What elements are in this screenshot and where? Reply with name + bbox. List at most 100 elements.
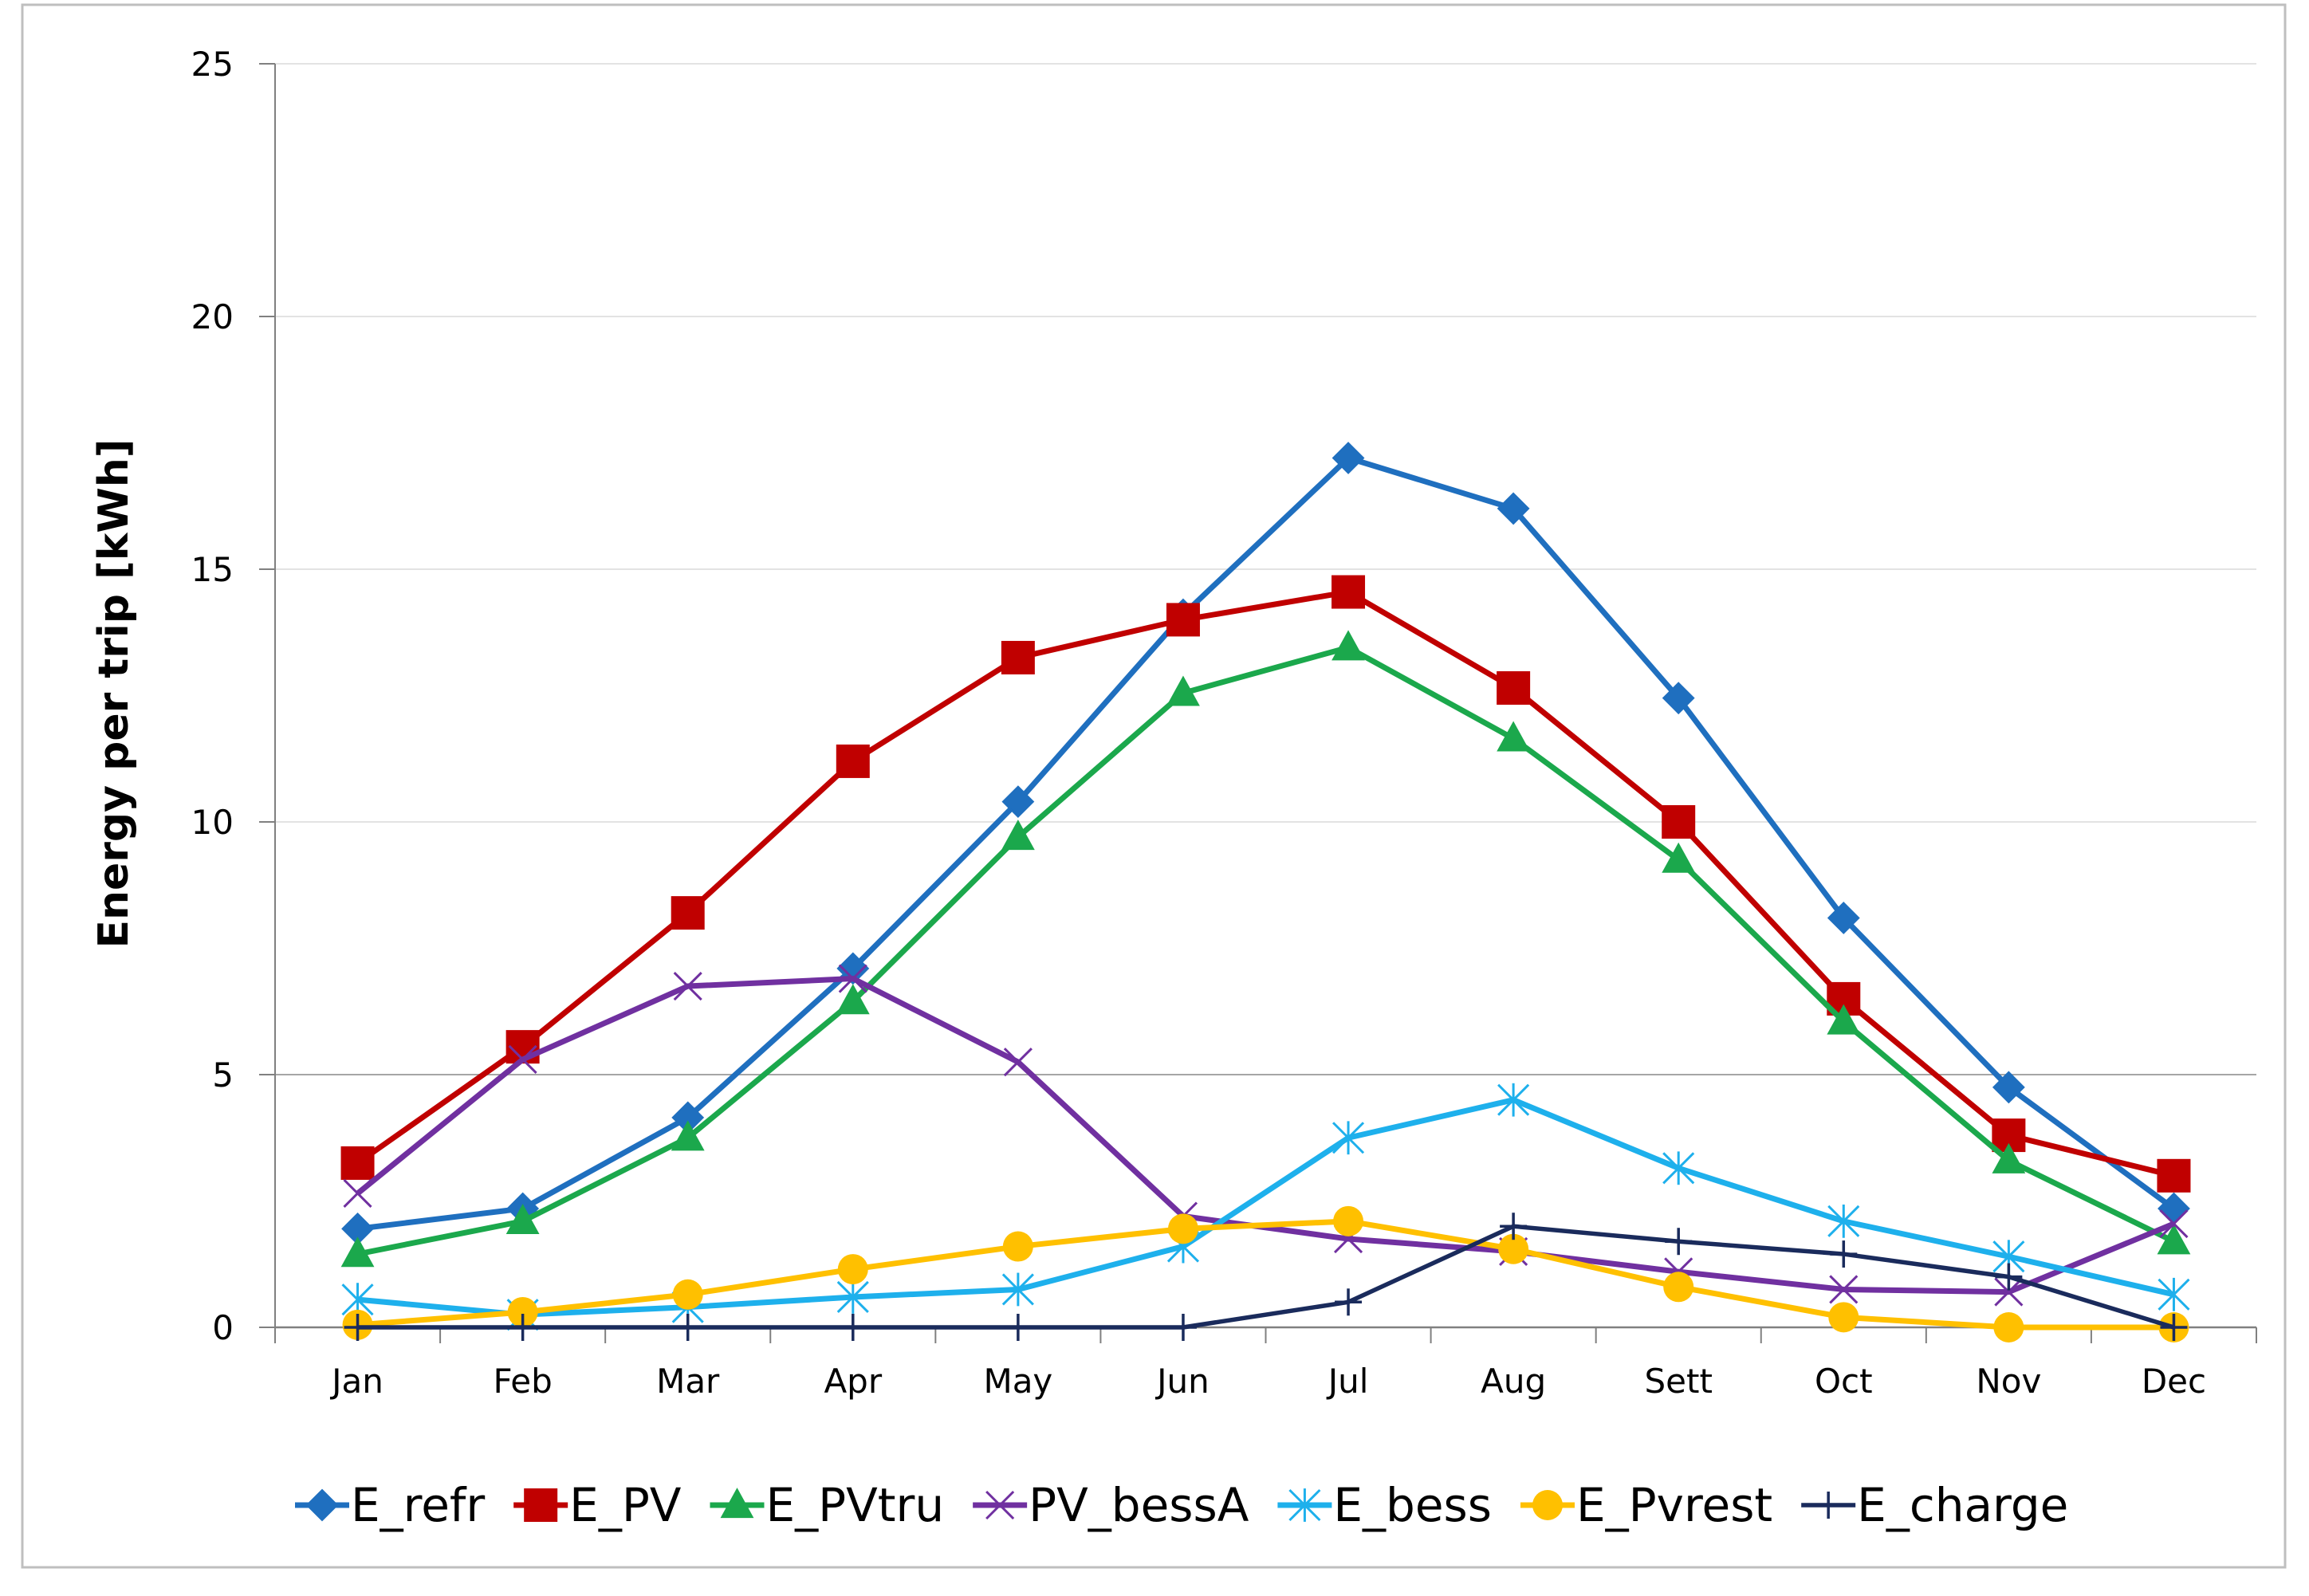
- legend-item-e-pv[interactable]: E_PV: [513, 1478, 682, 1532]
- data-point: [1332, 630, 1365, 661]
- x-tick-label: Nov: [1976, 1362, 2041, 1401]
- legend-marker: [1288, 1488, 1321, 1522]
- data-point: [1497, 721, 1531, 752]
- legend-label: E_Pvrest: [1576, 1478, 1772, 1532]
- x-tick-label: Oct: [1815, 1362, 1873, 1401]
- legend-item-e-refr[interactable]: E_refr: [295, 1478, 485, 1532]
- series-e-pvtru: [340, 630, 2191, 1268]
- data-point: [1665, 1228, 1693, 1256]
- data-point: [1993, 1312, 2024, 1342]
- data-point: [673, 971, 702, 1001]
- x-tick-label: Feb: [493, 1362, 552, 1401]
- legend-item-e-pvrest[interactable]: E_Pvrest: [1520, 1478, 1772, 1532]
- series-line: [357, 1097, 2175, 1318]
- data-point: [1827, 1004, 1861, 1035]
- data-point: [1004, 1314, 1032, 1341]
- data-point: [1995, 1263, 2023, 1291]
- legend-label: E_bess: [1333, 1478, 1492, 1532]
- data-point: [1662, 842, 1696, 873]
- data-point: [1828, 1302, 1859, 1333]
- legend-item-e-charge[interactable]: E_charge: [1801, 1478, 2068, 1532]
- x-tick-label: Sett: [1644, 1362, 1712, 1401]
- data-point: [671, 896, 705, 930]
- y-tick-label: 15: [191, 550, 234, 589]
- legend-item-e-bess[interactable]: E_bess: [1277, 1478, 1492, 1532]
- series-line: [357, 1218, 2174, 1331]
- x-tick-label: Jul: [1326, 1362, 1369, 1401]
- data-point: [1827, 1204, 1860, 1238]
- data-point: [1497, 1083, 1530, 1117]
- data-point: [1166, 603, 1200, 637]
- data-point: [1335, 1288, 1363, 1316]
- data-point: [1332, 442, 1365, 474]
- data-point: [674, 1314, 702, 1341]
- data-point: [1662, 805, 1696, 839]
- data-point: [1332, 575, 1366, 609]
- x-tick-label: May: [983, 1362, 1052, 1401]
- data-point: [2159, 1209, 2189, 1239]
- legend-marker: [720, 1488, 754, 1519]
- x-tick-label: Dec: [2142, 1362, 2206, 1401]
- data-point: [1003, 1048, 1033, 1077]
- data-point: [505, 1204, 540, 1235]
- x-tick-label: Mar: [656, 1362, 720, 1401]
- data-point: [343, 1178, 372, 1209]
- data-point: [507, 1296, 538, 1327]
- tick-labels: 0 5 10 15 20 25 Jan Feb Mar Apr May Jun Jul Aug Sett Oc…: [191, 45, 2207, 1401]
- legend-label: E_PVtru: [765, 1478, 944, 1532]
- data-point: [1169, 1314, 1197, 1341]
- legend-marker: [1532, 1490, 1563, 1520]
- data-point: [1498, 1233, 1529, 1264]
- data-point: [1663, 1272, 1694, 1303]
- y-tick-label: 10: [191, 803, 234, 842]
- data-point: [1992, 1071, 2025, 1104]
- y-tick-label: 0: [212, 1308, 234, 1347]
- data-point: [1829, 1275, 1859, 1304]
- y-axis-title: Energy per trip [kWh]: [90, 438, 138, 948]
- series-e-pvrest: [342, 1205, 2189, 1342]
- y-tick-label: 5: [212, 1055, 234, 1095]
- data-point: [2157, 1158, 2191, 1193]
- legend-label: E_charge: [1857, 1478, 2068, 1532]
- data-point: [340, 1146, 375, 1180]
- x-tick-label: Apr: [824, 1362, 882, 1401]
- data-point: [1497, 492, 1530, 525]
- data-point: [838, 964, 867, 993]
- legend-marker: [1815, 1492, 1843, 1519]
- y-tick-label: 20: [191, 297, 234, 336]
- chart-outer-border: [21, 3, 2287, 1569]
- data-point: [1992, 1142, 2026, 1173]
- legend-label: E_PV: [569, 1478, 682, 1532]
- data-point: [1001, 1272, 1034, 1307]
- legend-label: E_refr: [351, 1478, 485, 1532]
- data-point: [836, 984, 870, 1015]
- data-point: [1994, 1277, 2024, 1307]
- data-point: [1333, 1205, 1364, 1236]
- legend[interactable]: E_refr E_PV E_PVtru PV_bessA E_bess E_Pvrest E…: [295, 1478, 2068, 1532]
- data-point: [837, 1254, 868, 1285]
- data-point: [1662, 1151, 1695, 1185]
- data-point: [1662, 682, 1695, 715]
- series-group: [340, 442, 2191, 1342]
- legend-marker: [305, 1488, 339, 1522]
- legend-item-pv-bessa[interactable]: PV_bessA: [973, 1478, 1249, 1532]
- data-point: [509, 1314, 537, 1341]
- data-point: [839, 1314, 867, 1341]
- data-point: [836, 744, 870, 778]
- x-tick-label: Jan: [329, 1362, 384, 1401]
- x-tick-label: Aug: [1481, 1362, 1546, 1401]
- series-e-pv: [340, 575, 2191, 1193]
- data-point: [1167, 1213, 1198, 1244]
- data-point: [836, 1280, 869, 1314]
- legend-item-e-pvtru[interactable]: E_PVtru: [710, 1478, 944, 1532]
- gridlines: [275, 63, 2256, 1075]
- data-point: [1002, 1231, 1033, 1262]
- legend-marker: [985, 1490, 1015, 1520]
- data-point: [2158, 1277, 2190, 1311]
- data-point: [836, 952, 870, 985]
- data-point: [2157, 1224, 2191, 1255]
- data-point: [672, 1279, 703, 1310]
- series-e-charge: [344, 1213, 2188, 1341]
- data-point: [1166, 675, 1200, 706]
